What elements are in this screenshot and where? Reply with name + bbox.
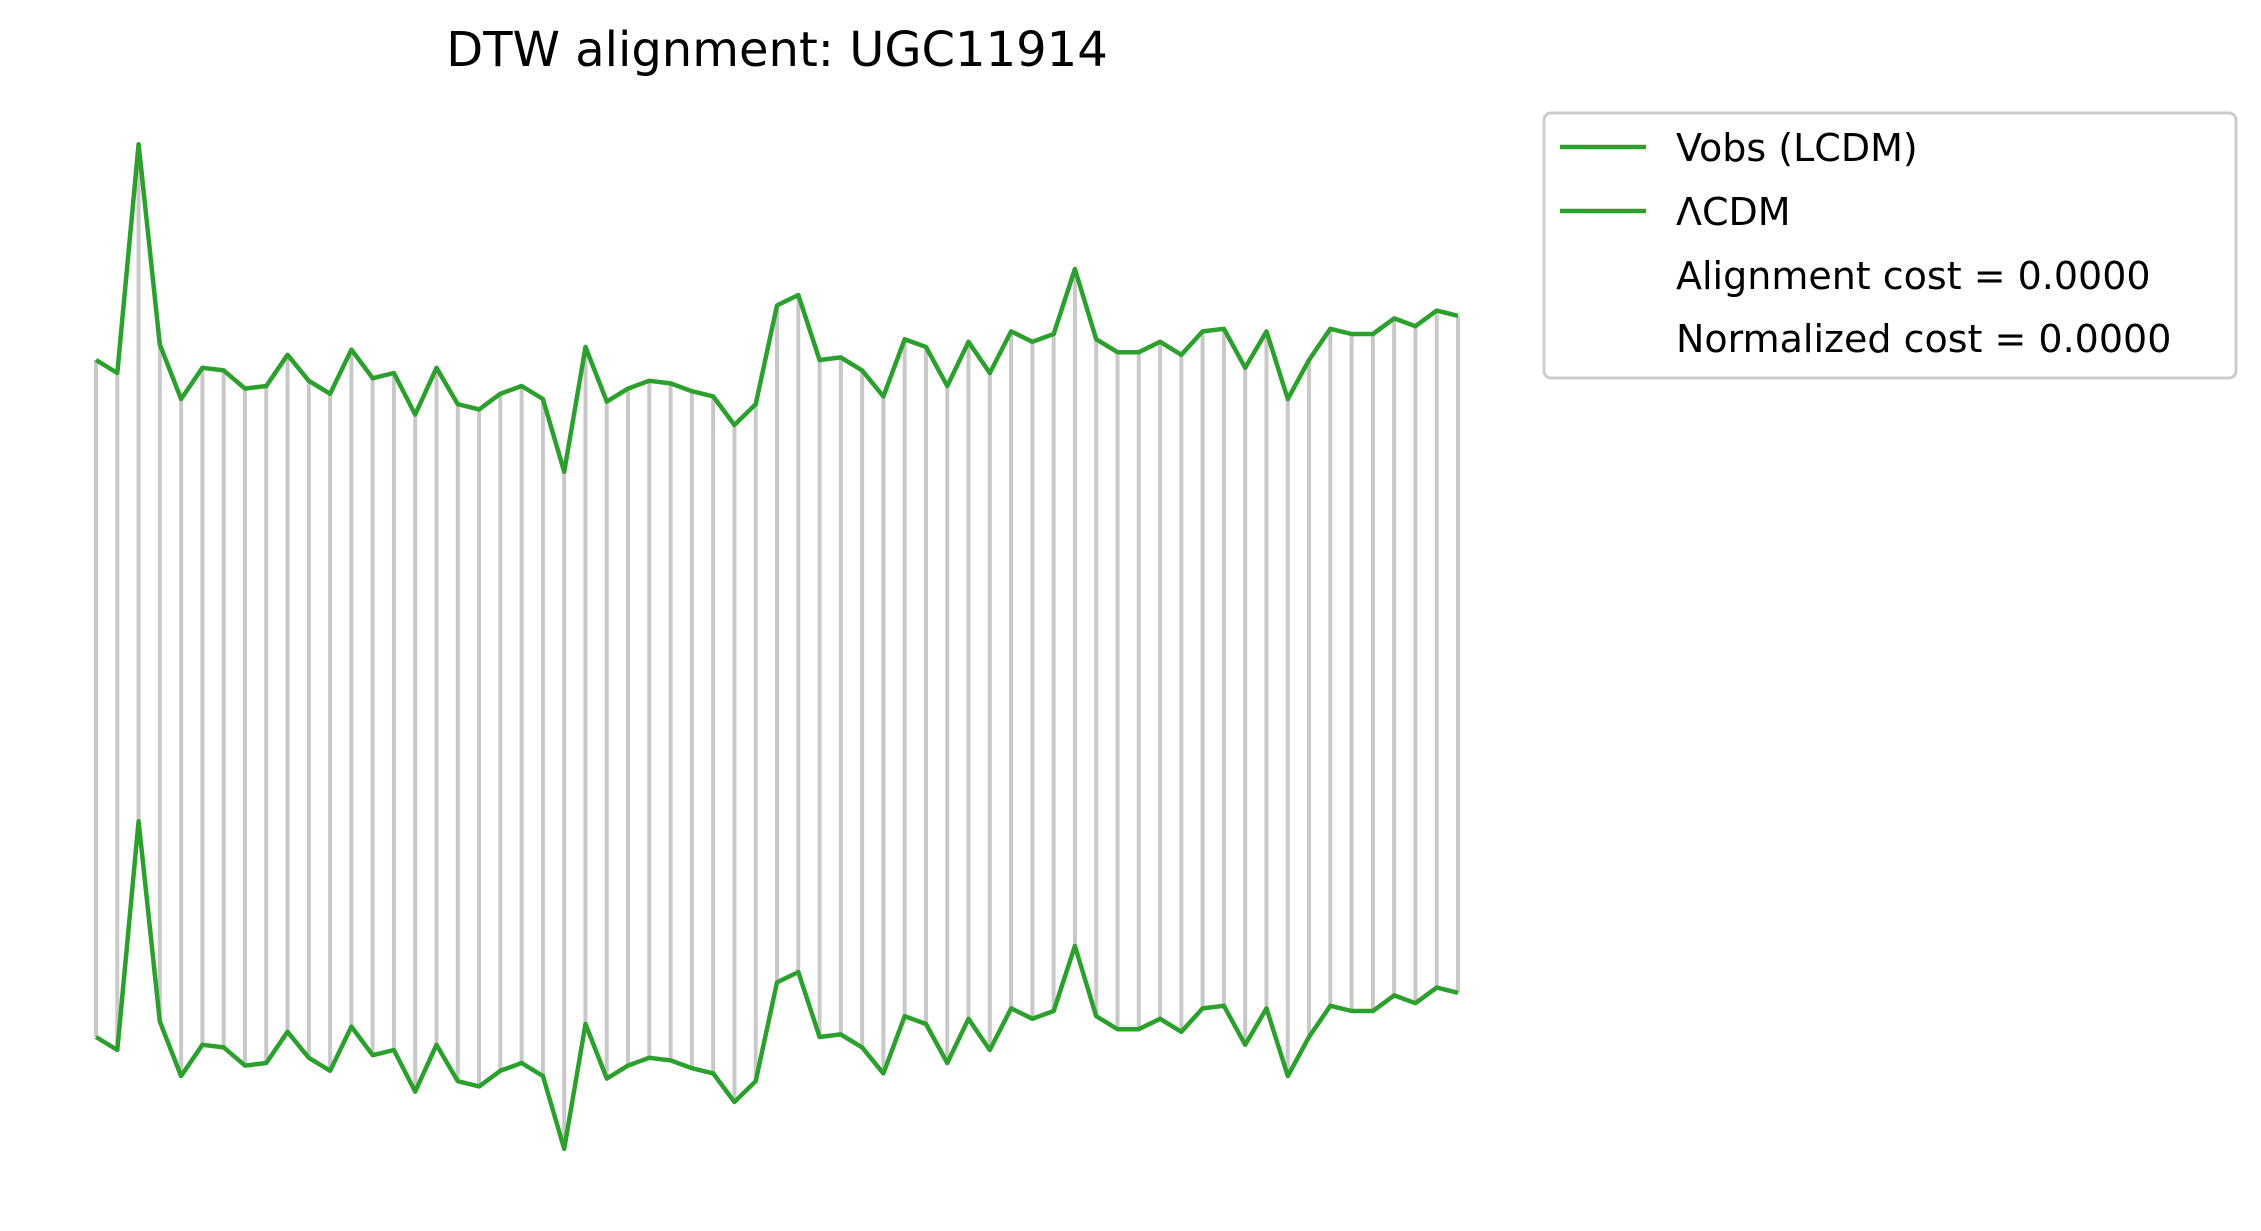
legend-alignment-cost: Alignment cost = 0.0000	[1676, 254, 2151, 298]
series-line-lower	[94, 818, 1459, 1152]
legend-label-series-1: ΛCDM	[1676, 190, 1791, 234]
series-line-upper	[94, 141, 1459, 475]
series-lines	[94, 141, 1459, 1152]
plot-area	[94, 141, 1460, 1152]
legend: Vobs (LCDM) ΛCDM Alignment cost = 0.0000…	[1542, 111, 2238, 380]
legend-normalized-cost: Normalized cost = 0.0000	[1676, 317, 2171, 361]
legend-label-series-0: Vobs (LCDM)	[1676, 126, 1918, 170]
chart-title: DTW alignment: UGC11914	[446, 22, 1107, 78]
alignment-connectors	[94, 144, 1460, 1149]
legend-frame	[1542, 111, 2238, 380]
